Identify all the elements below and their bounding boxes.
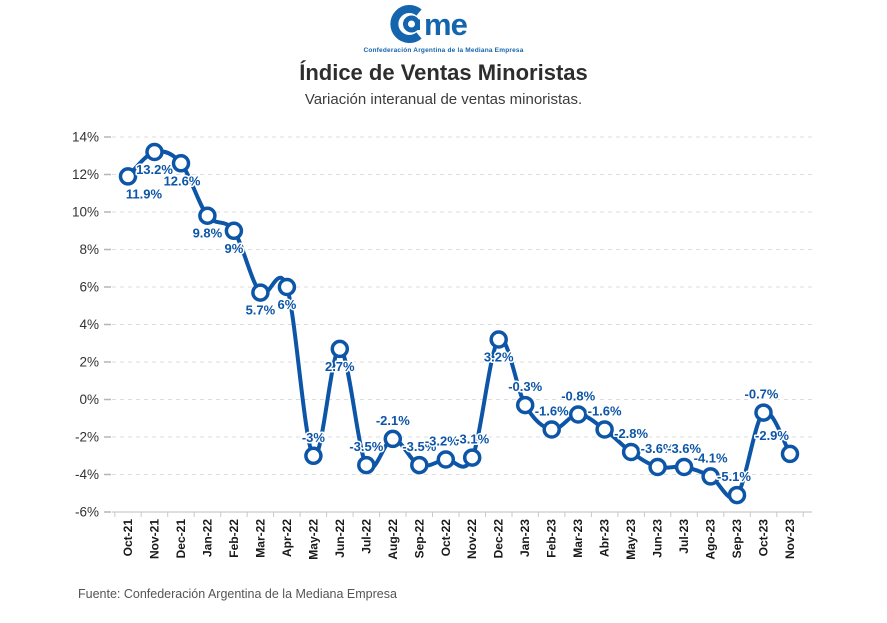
data-point-label: 2.7%	[325, 359, 355, 374]
data-point-marker	[727, 485, 747, 505]
x-tick-label: Aug-22	[386, 519, 400, 560]
logo-tagline: Confederación Argentina de la Mediana Em…	[363, 47, 524, 54]
y-tick-label: 12%	[72, 167, 99, 182]
x-tick-label: Mar-22	[253, 519, 267, 558]
data-point-label: -5.1%	[717, 469, 751, 484]
data-point-marker	[198, 206, 217, 225]
data-point-label: -3.6%	[667, 441, 701, 456]
y-tick-label: 8%	[79, 242, 99, 257]
data-point-label: -1.6%	[588, 404, 622, 419]
x-tick-label: May-22	[306, 519, 320, 560]
data-point-label: -3.1%	[455, 432, 489, 447]
data-point-label: -0.3%	[508, 379, 542, 394]
x-tick-label: Feb-23	[545, 519, 559, 558]
came-logo: me Confederación Argentina de la Mediana…	[0, 4, 887, 54]
y-tick-label: -4%	[75, 467, 99, 482]
data-point-marker	[754, 403, 773, 422]
logo-letter-a-stem	[415, 19, 420, 30]
data-point-label: -3.5%	[349, 439, 383, 454]
data-point-marker	[595, 420, 614, 439]
data-point-label: -3.5%	[402, 439, 436, 454]
data-point-marker	[701, 467, 720, 486]
data-point-label: -2.9%	[755, 428, 789, 443]
y-tick-label: 10%	[72, 205, 99, 220]
data-point-marker	[145, 142, 164, 162]
data-point-marker	[383, 429, 403, 449]
came-logo-mark: me	[389, 5, 468, 43]
data-point-label: -2.1%	[376, 413, 410, 428]
logo-letters-me: me	[424, 7, 468, 42]
data-point-marker	[568, 405, 588, 424]
x-tick-label: Jun-23	[651, 519, 665, 558]
x-tick-label: Sep-23	[730, 519, 744, 559]
data-point-marker	[118, 167, 138, 186]
data-point-marker	[780, 444, 800, 464]
x-tick-label: Jun-22	[333, 519, 347, 558]
y-tick-label: 4%	[79, 317, 99, 332]
data-point-marker	[436, 450, 456, 469]
x-tick-label: Ago-23	[704, 519, 718, 560]
data-point-label: 13.2%	[136, 162, 173, 177]
data-point-marker	[330, 339, 350, 359]
x-tick-label: Oct-23	[757, 519, 771, 557]
data-point-label: 9%	[225, 241, 244, 256]
x-tick-label: Nov-21	[147, 519, 161, 559]
data-point-label: -2.8%	[614, 426, 648, 441]
data-point-label: -3.6%	[641, 441, 675, 456]
x-tick-label: Abr-23	[598, 519, 612, 557]
y-tick-label: -6%	[75, 505, 99, 520]
data-point-label: 5.7%	[246, 303, 276, 318]
page-title: Índice de Ventas Minoristas	[299, 60, 588, 85]
page-subtitle: Variación interanual de ventas minorista…	[304, 91, 583, 108]
data-point-marker	[224, 221, 244, 241]
x-tick-label: Mar-23	[571, 519, 585, 558]
y-tick-label: 6%	[79, 280, 99, 295]
data-point-label: -0.8%	[561, 389, 595, 404]
x-tick-label: Oct-21	[121, 519, 135, 557]
x-tick-label: Feb-22	[227, 519, 241, 558]
y-tick-label: 14%	[72, 130, 99, 145]
x-tick-label: Jan-23	[518, 519, 532, 557]
data-point-label: -1.6%	[535, 404, 569, 419]
data-point-marker	[648, 457, 667, 477]
x-tick-label: Nov-23	[783, 519, 797, 559]
data-point-marker	[277, 277, 297, 297]
data-point-marker	[542, 420, 561, 439]
x-tick-label: Apr-22	[280, 519, 294, 557]
data-point-marker	[304, 446, 323, 466]
y-tick-label: 0%	[79, 392, 99, 407]
x-tick-label: Sep-22	[412, 519, 426, 559]
data-point-marker	[410, 455, 429, 475]
data-point-marker	[251, 283, 270, 302]
source-note: Fuente: Confederación Argentina de la Me…	[78, 587, 397, 601]
data-point-marker	[674, 457, 694, 477]
data-point-label: -0.7%	[745, 387, 779, 402]
data-point-label: -4.1%	[694, 450, 728, 465]
data-point-label: 9.8%	[193, 226, 223, 241]
x-tick-label: Nov-22	[465, 519, 479, 559]
data-point-marker	[171, 154, 191, 173]
data-point-label: -3%	[302, 430, 326, 445]
logo-letter-c	[389, 5, 422, 43]
data-point-marker	[621, 442, 641, 462]
x-tick-label: Oct-22	[439, 519, 453, 557]
data-point-label: 3.2%	[484, 350, 514, 365]
x-tick-label: Jan-22	[200, 519, 214, 557]
retail-sales-line-chart: 14% 12% 10% 8% 6% 4% 2% 0% -2% -4% -6% Oct-21 Nov-21…	[72, 130, 812, 560]
y-tick-label: -2%	[75, 430, 99, 445]
x-tick-label: Jul-23	[677, 519, 691, 554]
data-point-marker	[462, 448, 482, 467]
x-tick-label: Jul-22	[359, 519, 373, 554]
data-point-label: -3.2%	[425, 434, 459, 449]
y-tick-label: 2%	[79, 355, 99, 370]
data-point-marker	[489, 330, 508, 349]
data-point-marker	[515, 395, 535, 415]
x-tick-label: May-23	[624, 519, 638, 560]
data-point-marker	[357, 455, 376, 475]
data-point-label: 12.6%	[164, 173, 201, 188]
x-tick-label: Dec-22	[492, 519, 506, 559]
data-point-label: 11.9%	[126, 186, 163, 201]
data-point-label: 6%	[278, 297, 297, 312]
x-tick-label: Dec-21	[174, 519, 188, 559]
